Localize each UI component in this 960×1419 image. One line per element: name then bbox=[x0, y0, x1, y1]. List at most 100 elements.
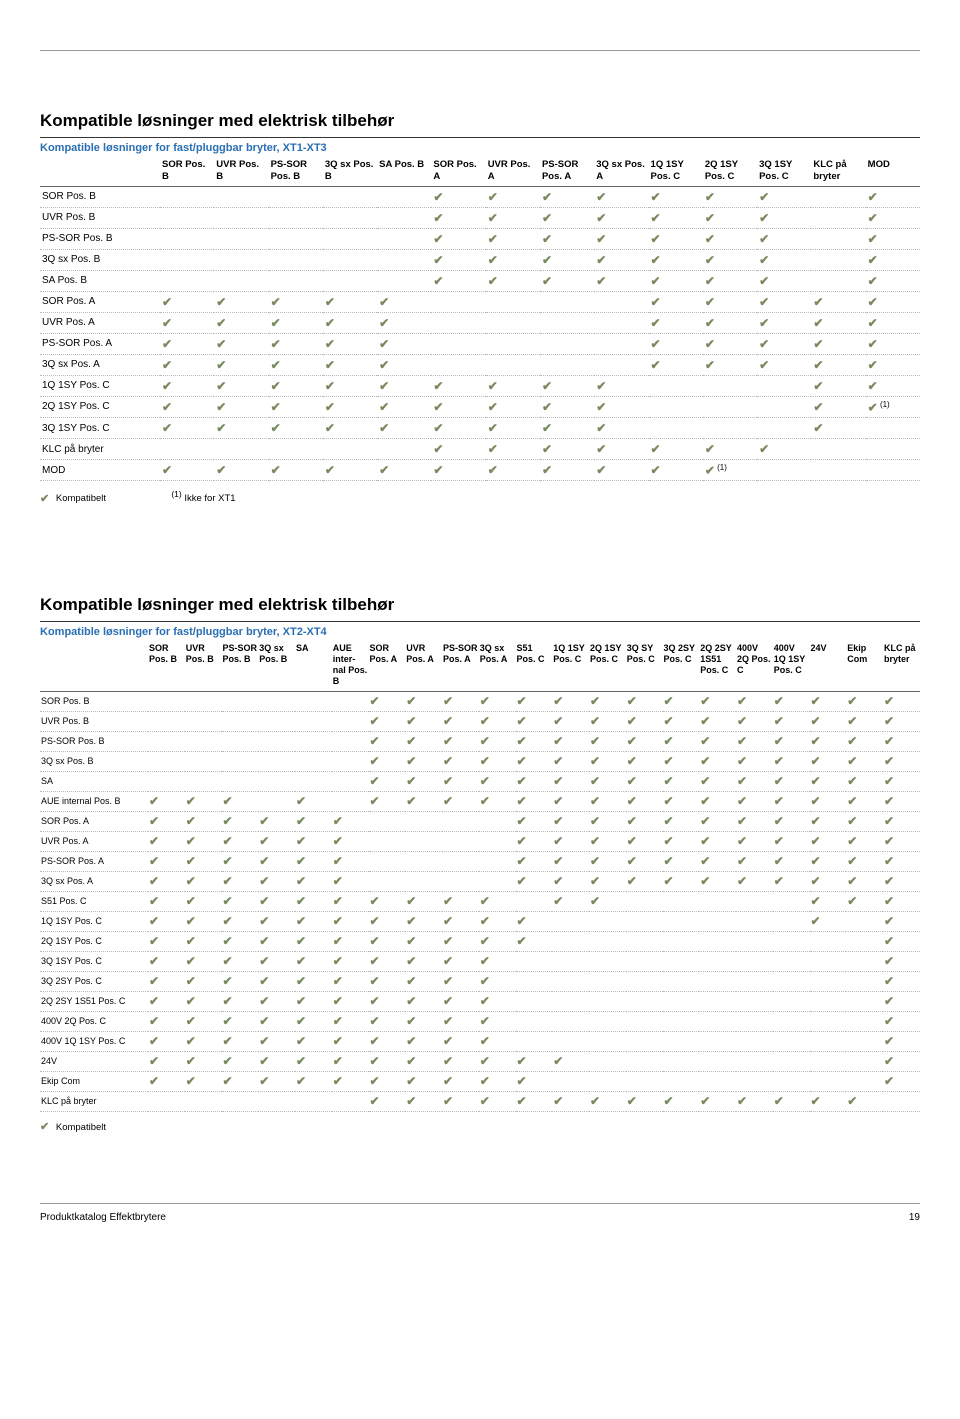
compat-cell: ✔ bbox=[369, 1031, 406, 1051]
compat-cell: ✔ bbox=[846, 751, 883, 771]
compat-cell bbox=[148, 751, 185, 771]
compat-cell bbox=[663, 891, 700, 911]
col-header: SA bbox=[295, 640, 332, 692]
compat-cell: ✔ bbox=[703, 228, 757, 249]
compat-cell: ✔ bbox=[589, 1091, 626, 1111]
table2-legend: ✔ Kompatibelt bbox=[40, 1120, 920, 1133]
compat-cell: ✔ bbox=[757, 291, 811, 312]
compat-cell: ✔ bbox=[883, 1051, 920, 1071]
compat-cell: ✔ bbox=[810, 831, 847, 851]
compat-cell: ✔ bbox=[479, 971, 516, 991]
compat-cell bbox=[594, 312, 648, 333]
table-row: 3Q sx Pos. A✔✔✔✔✔✔✔✔✔✔ bbox=[40, 354, 920, 375]
compat-cell: ✔ bbox=[442, 791, 479, 811]
compat-cell: ✔ bbox=[773, 691, 810, 711]
compat-cell: ✔ bbox=[516, 1051, 553, 1071]
compat-cell: ✔ bbox=[295, 951, 332, 971]
compat-cell bbox=[222, 751, 259, 771]
compat-cell bbox=[479, 871, 516, 891]
compat-cell: ✔ bbox=[222, 911, 259, 931]
compat-cell: ✔ bbox=[442, 971, 479, 991]
compat-cell: ✔ bbox=[594, 207, 648, 228]
compat-cell: ✔ bbox=[185, 871, 222, 891]
compat-cell: ✔ bbox=[369, 1011, 406, 1031]
compat-cell bbox=[479, 811, 516, 831]
compat-cell: ✔ bbox=[649, 207, 703, 228]
compat-cell: ✔ bbox=[846, 1091, 883, 1111]
compat-cell: ✔ bbox=[442, 951, 479, 971]
compat-cell bbox=[663, 1031, 700, 1051]
compat-cell: ✔ bbox=[626, 791, 663, 811]
compat-cell: ✔ bbox=[185, 911, 222, 931]
compat-cell: ✔ bbox=[486, 375, 540, 396]
table-row: SOR Pos. A✔✔✔✔✔✔✔✔✔✔ bbox=[40, 291, 920, 312]
compat-cell: ✔ bbox=[405, 1051, 442, 1071]
col-header: SOR Pos. B bbox=[148, 640, 185, 692]
compat-cell: ✔ bbox=[148, 1011, 185, 1031]
compat-cell: ✔ bbox=[486, 418, 540, 439]
compat-cell: ✔ bbox=[431, 249, 485, 270]
compat-cell: ✔ bbox=[214, 354, 268, 375]
compat-cell bbox=[222, 1091, 259, 1111]
compat-cell bbox=[405, 851, 442, 871]
compat-cell: ✔ bbox=[552, 731, 589, 751]
row-label: MOD bbox=[40, 460, 160, 481]
compat-cell: ✔ bbox=[811, 354, 865, 375]
compat-cell bbox=[699, 1031, 736, 1051]
col-header: 3Q 1SY Pos. C bbox=[757, 156, 811, 186]
section1-heading: Kompatible løsninger med elektrisk tilbe… bbox=[40, 111, 920, 131]
compat-cell: ✔ bbox=[442, 1051, 479, 1071]
row-label: 3Q sx Pos. A bbox=[40, 354, 160, 375]
compat-cell bbox=[369, 831, 406, 851]
compat-cell: ✔ bbox=[883, 911, 920, 931]
compat-cell: ✔ bbox=[626, 711, 663, 731]
compat-cell: ✔ bbox=[405, 711, 442, 731]
compat-cell: ✔ bbox=[552, 711, 589, 731]
compat-cell bbox=[699, 891, 736, 911]
compat-cell bbox=[810, 971, 847, 991]
compat-cell: ✔ bbox=[811, 333, 865, 354]
compat-cell bbox=[866, 460, 920, 481]
compat-cell: ✔ bbox=[405, 951, 442, 971]
compat-cell bbox=[626, 911, 663, 931]
col-header: 1Q 1SY Pos. C bbox=[552, 640, 589, 692]
compat-cell: ✔ bbox=[185, 951, 222, 971]
compat-cell: ✔ bbox=[811, 396, 865, 417]
compat-cell: ✔ bbox=[699, 731, 736, 751]
compat-cell: ✔ bbox=[442, 771, 479, 791]
compat-cell: ✔ bbox=[846, 691, 883, 711]
row-label: 1Q 1SY Pos. C bbox=[40, 375, 160, 396]
compat-cell: ✔ bbox=[866, 270, 920, 291]
compat-cell: ✔ bbox=[883, 1071, 920, 1091]
compat-cell bbox=[810, 1071, 847, 1091]
compat-cell bbox=[663, 1051, 700, 1071]
compat-cell bbox=[811, 207, 865, 228]
compat-cell bbox=[589, 1011, 626, 1031]
compat-cell: ✔ bbox=[377, 396, 431, 417]
col-header: Ekip Com bbox=[846, 640, 883, 692]
compat-cell: ✔ bbox=[185, 791, 222, 811]
compat-cell: ✔ bbox=[516, 931, 553, 951]
compat-cell: ✔ bbox=[222, 811, 259, 831]
compat-cell bbox=[846, 971, 883, 991]
compat-cell: ✔ bbox=[626, 771, 663, 791]
col-header: SOR Pos. B bbox=[160, 156, 214, 186]
compat-cell bbox=[552, 1011, 589, 1031]
compat-cell: ✔ bbox=[736, 851, 773, 871]
compat-cell bbox=[214, 228, 268, 249]
compat-cell: ✔ bbox=[258, 971, 295, 991]
compat-cell bbox=[160, 186, 214, 207]
col-header: 2Q 1SY Pos. C bbox=[589, 640, 626, 692]
compat-cell: ✔ bbox=[332, 851, 369, 871]
compat-cell bbox=[846, 931, 883, 951]
compat-cell: ✔ bbox=[258, 831, 295, 851]
compat-cell: ✔ bbox=[479, 751, 516, 771]
compat-cell: ✔ bbox=[295, 931, 332, 951]
compat-cell: ✔ bbox=[148, 911, 185, 931]
compat-cell: ✔ bbox=[866, 186, 920, 207]
compat-cell: ✔ bbox=[703, 186, 757, 207]
compat-cell bbox=[516, 991, 553, 1011]
legend-note-sup: (1) bbox=[171, 489, 181, 499]
compat-cell bbox=[222, 731, 259, 751]
compat-cell: ✔ bbox=[757, 207, 811, 228]
